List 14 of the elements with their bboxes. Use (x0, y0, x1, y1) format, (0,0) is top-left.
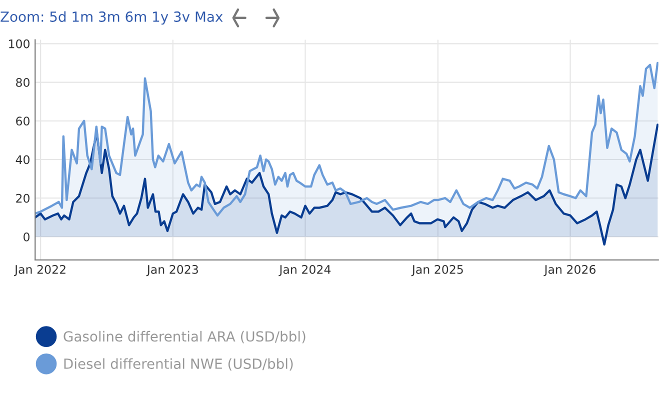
text: Zoom: 5d 1m 3m 6m 1y 3v Max (0, 11, 223, 25)
x-tick-label: Jan 2025 (411, 264, 463, 276)
x-tick-label: Jan 2024 (278, 264, 331, 276)
y-tick-label: 40 (16, 155, 30, 164)
y-tick-label: 60 (16, 116, 30, 126)
y-tick-label: 0 (24, 232, 30, 242)
y-tick-label: 100 (9, 39, 30, 48)
y-tick-label: 80 (16, 78, 30, 87)
y-tick-label: 20 (16, 194, 30, 203)
x-tick-label: Jan 2022 (14, 264, 66, 276)
x-tick-label: Jan 2026 (544, 264, 596, 276)
x-tick-label: Jan 2023 (146, 264, 198, 276)
legend-label: Gasoline differential ARA (USD/bbl) (64, 330, 306, 344)
legend-label: Diesel differential NWE (USD/bbl) (64, 358, 293, 371)
